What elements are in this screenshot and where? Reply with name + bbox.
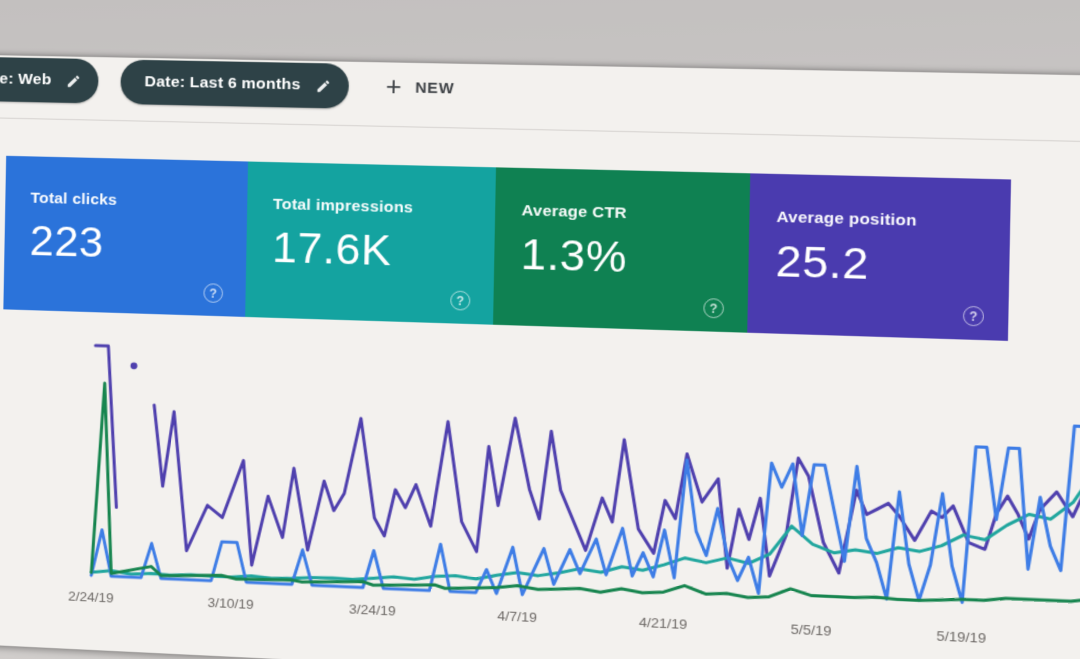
filter-chip-label: Date: Last 6 months	[144, 73, 301, 94]
help-icon[interactable]: ?	[962, 305, 985, 327]
filter-chip-search-type[interactable]: type: Web	[0, 56, 99, 104]
help-icon[interactable]: ?	[703, 298, 725, 319]
filter-chip-date-range[interactable]: Date: Last 6 months	[119, 59, 349, 109]
card-label: Total impressions	[272, 195, 414, 217]
card-value: 17.6K	[271, 223, 392, 276]
card-label: Total clicks	[30, 189, 118, 209]
x-axis-label: 3/24/19	[348, 601, 396, 619]
plus-icon: +	[385, 70, 402, 102]
x-axis-label: 3/10/19	[207, 594, 254, 613]
new-filter-button[interactable]: + NEW	[385, 70, 455, 102]
search-console-page: type: Web Date: Last 6 months + NEW La T…	[0, 54, 1080, 659]
x-axis-label: 5/19/19	[936, 627, 987, 647]
card-label: Average CTR	[521, 201, 627, 223]
x-axis-label: 4/7/19	[497, 607, 538, 626]
x-axis-label: 4/21/19	[638, 614, 688, 633]
card-value: 223	[29, 216, 105, 268]
card-average-position[interactable]: Average position 25.2 ?	[747, 173, 1012, 341]
help-icon[interactable]: ?	[450, 290, 471, 311]
help-icon[interactable]: ?	[203, 283, 224, 304]
performance-chart[interactable]	[0, 332, 1080, 637]
card-value: 25.2	[775, 236, 870, 290]
card-total-clicks[interactable]: Total clicks 223 ?	[3, 155, 249, 317]
card-average-ctr[interactable]: Average CTR 1.3% ?	[493, 167, 751, 333]
filter-bar: type: Web Date: Last 6 months + NEW	[0, 56, 455, 110]
new-filter-label: NEW	[415, 78, 455, 98]
x-axis-label: 5/5/19	[790, 621, 832, 639]
card-label: Average position	[776, 208, 917, 230]
x-axis-label: 2/24/19	[67, 588, 114, 606]
card-value: 1.3%	[520, 229, 628, 283]
edit-pencil-icon[interactable]	[315, 78, 331, 94]
metric-cards: Total clicks 223 ? Total impressions 17.…	[3, 155, 1012, 341]
toolbar-divider	[0, 117, 1080, 148]
edit-pencil-icon[interactable]	[65, 73, 80, 88]
filter-chip-label: type: Web	[0, 69, 52, 89]
card-total-impressions[interactable]: Total impressions 17.6K ?	[245, 161, 496, 325]
